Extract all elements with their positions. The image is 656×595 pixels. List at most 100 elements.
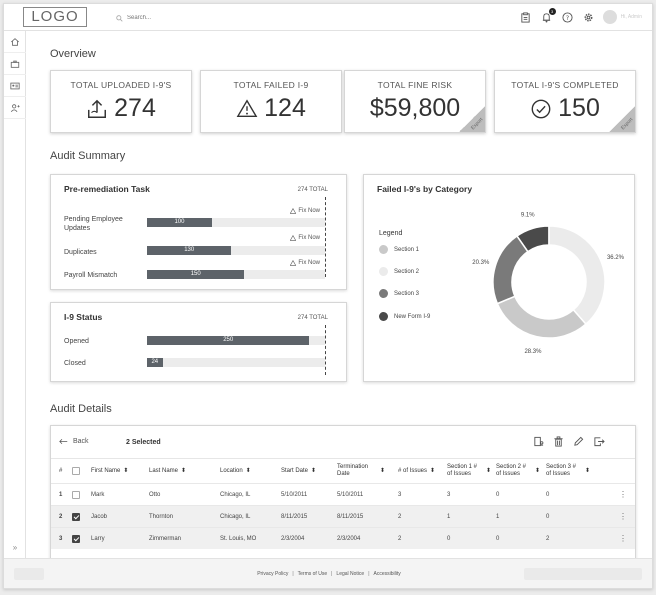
- export-corner[interactable]: Export: [609, 106, 635, 132]
- kpi-total-failed: TOTAL FAILED I-9 124: [200, 70, 342, 133]
- help-icon[interactable]: ?: [561, 11, 574, 24]
- warning-icon: [290, 235, 297, 241]
- fix-now-link[interactable]: Fix Now: [290, 235, 320, 241]
- fix-now-link[interactable]: Fix Now: [290, 260, 320, 266]
- col-location[interactable]: Location ⬍: [220, 468, 251, 474]
- col-start-date[interactable]: Start Date ⬍: [281, 468, 317, 474]
- total-marker: [325, 325, 326, 375]
- main-content: Overview TOTAL UPLOADED I-9'S 274 TOTAL …: [26, 32, 652, 558]
- notification-badge: 3: [548, 7, 556, 15]
- select-all-checkbox[interactable]: [72, 467, 80, 475]
- sort-icon: ⬍: [486, 467, 492, 474]
- bar-track: 150: [147, 270, 325, 279]
- card-title: I-9 Status: [64, 312, 103, 322]
- home-icon[interactable]: [4, 31, 26, 53]
- total-marker: [325, 197, 326, 277]
- legend-item: Section 1: [379, 245, 419, 254]
- legend-item: Section 2: [379, 267, 419, 276]
- fix-now-link[interactable]: Fix Now: [290, 208, 320, 214]
- col-termination-date[interactable]: Termination Date ⬍: [337, 464, 386, 477]
- user-name: Hi, Admin: [620, 14, 642, 20]
- privacy-policy-link[interactable]: Privacy Policy: [257, 571, 289, 577]
- warning-icon: [290, 208, 297, 214]
- export-file-icon[interactable]: [593, 436, 605, 447]
- sidebar: »: [4, 31, 26, 558]
- sidebar-expand-icon[interactable]: »: [12, 543, 18, 552]
- search-box[interactable]: [116, 12, 227, 24]
- col-last-name[interactable]: Last Name ⬍: [149, 468, 187, 474]
- table-row[interactable]: 2 Jacob Thornton Chicago, IL 8/11/2015 8…: [51, 505, 635, 527]
- row-menu-icon[interactable]: ⋮: [619, 490, 627, 499]
- col-section1-issues[interactable]: Section 1 # of Issues ⬍: [447, 464, 492, 477]
- legend-swatch: [379, 289, 388, 298]
- col-section2-issues[interactable]: Section 2 # of Issues ⬍: [496, 464, 541, 477]
- legal-notice-link[interactable]: Legal Notice: [336, 571, 365, 577]
- card-title: Failed I-9's by Category: [377, 184, 473, 194]
- legend-swatch: [379, 312, 388, 321]
- audit-details-title: Audit Details: [50, 403, 112, 415]
- bar-label: Duplicates: [64, 249, 97, 256]
- clipboard-icon[interactable]: [519, 11, 532, 24]
- pre-remediation-card: Pre-remediation Task 274 TOTAL Fix Now P…: [50, 174, 347, 290]
- card-total: 274 TOTAL: [297, 187, 328, 193]
- col-issues[interactable]: # of Issues ⬍: [398, 468, 436, 474]
- row-checkbox[interactable]: [72, 535, 80, 543]
- donut-value-label: 20.3%: [472, 260, 490, 266]
- footer: Privacy Policy | Terms of Use | Legal Notice…: [4, 558, 652, 588]
- back-button[interactable]: Back: [59, 438, 89, 445]
- audit-details-table: Back 2 Selected: [50, 425, 636, 558]
- svg-text:?: ?: [565, 13, 568, 21]
- check-circle-icon: [530, 98, 552, 120]
- legend-item: Section 3: [379, 289, 419, 298]
- avatar: [602, 10, 617, 24]
- bar-fill: 24: [147, 358, 163, 367]
- row-menu-icon[interactable]: ⋮: [619, 534, 627, 543]
- overview-title: Overview: [50, 48, 96, 60]
- sort-icon: ⬍: [311, 468, 317, 474]
- row-checkbox[interactable]: [72, 491, 80, 499]
- legend-swatch: [379, 245, 388, 254]
- add-user-icon[interactable]: [4, 97, 26, 119]
- kpi-value: 274: [114, 94, 156, 122]
- logo[interactable]: LOGO: [23, 7, 87, 27]
- bar-track: 250: [147, 336, 325, 345]
- export-corner[interactable]: Export: [459, 106, 485, 132]
- row-checkbox[interactable]: [72, 513, 80, 521]
- id-card-icon[interactable]: [4, 75, 26, 97]
- trash-icon[interactable]: [553, 436, 564, 447]
- col-section3-issues[interactable]: Section 3 # of Issues ⬍: [546, 464, 591, 477]
- notification-bell-icon[interactable]: 3: [540, 7, 556, 24]
- bar-fill: 150: [147, 270, 245, 279]
- sort-icon: ⬍: [245, 468, 251, 474]
- terms-of-use-link[interactable]: Terms of Use: [297, 571, 328, 577]
- selected-count: 2 Selected: [126, 439, 161, 446]
- edit-pencil-icon[interactable]: [573, 436, 584, 447]
- col-num: #: [59, 468, 63, 474]
- donut-slice: [492, 235, 529, 305]
- col-first-name[interactable]: First Name ⬍: [91, 468, 129, 474]
- kpi-value: 150: [558, 94, 600, 122]
- search-input[interactable]: [127, 15, 227, 21]
- kpi-total-completed: TOTAL I-9'S COMPLETED 150 Export: [494, 70, 636, 133]
- row-menu-icon[interactable]: ⋮: [619, 512, 627, 521]
- settings-gear-icon[interactable]: [582, 11, 595, 24]
- legend-swatch: [379, 267, 388, 276]
- bar-track: 100: [147, 218, 325, 227]
- user-menu[interactable]: Hi, Admin: [602, 10, 642, 24]
- bar-label: Pending Employee Updates: [64, 216, 123, 232]
- bar-label: Opened: [64, 338, 89, 345]
- table-header: # First Name ⬍ Last Name ⬍ Location ⬍ Start…: [51, 460, 635, 483]
- upload-icon: [86, 98, 108, 120]
- app-window: LOGO 3 ? Hi, Admin: [3, 3, 653, 589]
- table-row[interactable]: 1 Mark Otto Chicago, IL 5/10/2011 5/10/2…: [51, 483, 635, 505]
- briefcase-icon[interactable]: [4, 53, 26, 75]
- sort-icon: ⬍: [123, 468, 129, 474]
- failed-by-category-card: Failed I-9's by Category Legend Section …: [363, 174, 635, 382]
- assign-icon[interactable]: [533, 436, 544, 447]
- footer-placeholder: [524, 568, 642, 580]
- search-icon: [116, 14, 123, 22]
- i9-status-card: I-9 Status 274 TOTAL Opened 250 Closed 2…: [50, 302, 347, 382]
- table-row[interactable]: 3 Larry Zimmerman St. Louis, MO 2/3/2004…: [51, 527, 635, 549]
- bar-track: 130: [147, 246, 325, 255]
- accessibility-link[interactable]: Accessibility: [373, 571, 401, 577]
